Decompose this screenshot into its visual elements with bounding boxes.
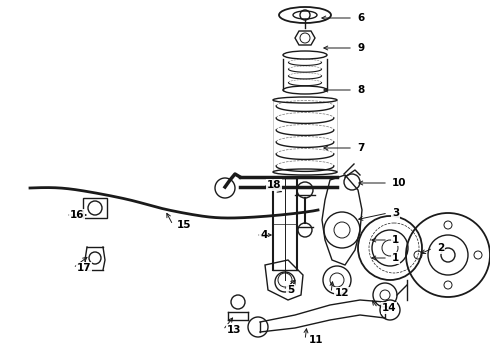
Text: 16: 16 [70,210,84,220]
Text: 17: 17 [77,263,92,273]
Text: 11: 11 [309,335,323,345]
Bar [83,198,107,218]
Text: 8: 8 [357,85,364,95]
Text: 4: 4 [260,230,268,240]
Text: 3: 3 [392,208,399,218]
Text: 6: 6 [357,13,364,23]
Text: 9: 9 [357,43,364,53]
Text: 13: 13 [227,325,242,335]
Text: 15: 15 [177,220,192,230]
Text: 7: 7 [357,143,365,153]
Text: 2: 2 [437,243,444,253]
Text: 1: 1 [392,235,399,245]
Text: 10: 10 [392,178,407,188]
Text: 14: 14 [382,303,396,313]
Text: 12: 12 [335,288,349,298]
Text: 5: 5 [287,285,294,295]
Text: 18: 18 [267,180,281,190]
Text: 1: 1 [392,253,399,263]
